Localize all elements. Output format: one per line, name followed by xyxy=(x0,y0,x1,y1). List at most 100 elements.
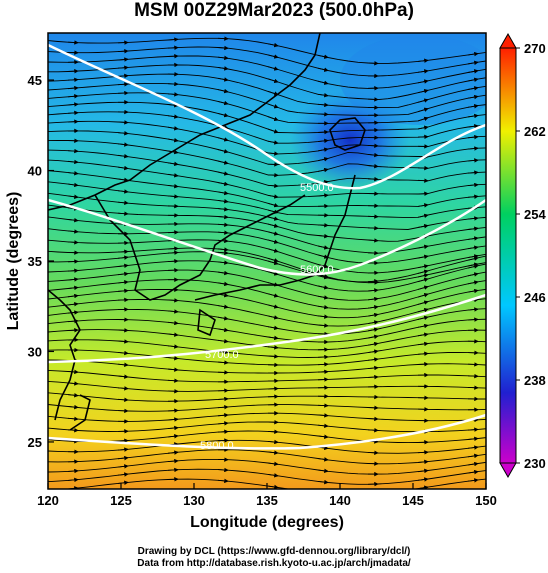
wind-arrow xyxy=(67,40,79,45)
wind-arrow xyxy=(467,124,479,129)
wind-arrow xyxy=(217,421,229,426)
wind-arrow xyxy=(167,367,179,372)
y-tick-label: 25 xyxy=(28,435,42,450)
wind-arrow xyxy=(467,104,479,109)
wind-arrow xyxy=(167,320,179,326)
wind-arrow xyxy=(217,112,229,118)
wind-arrow xyxy=(67,285,79,291)
wind-arrow xyxy=(367,341,379,347)
wind-arrow xyxy=(467,113,479,119)
wind-arrow xyxy=(317,102,329,108)
wind-arrow xyxy=(417,273,429,278)
wind-arrow xyxy=(67,477,79,483)
wind-arrow xyxy=(317,362,329,367)
wind-arrow xyxy=(317,138,329,144)
wind-arrow xyxy=(117,177,129,183)
wind-arrow xyxy=(267,116,279,122)
wind-arrow xyxy=(467,264,479,269)
wind-arrow xyxy=(367,176,379,182)
y-tick-label: 30 xyxy=(28,344,42,359)
wind-arrow xyxy=(167,92,179,97)
wind-arrow xyxy=(367,327,379,332)
wind-arrow xyxy=(417,116,429,122)
wind-arrow xyxy=(117,271,129,277)
wind-arrow xyxy=(467,262,479,267)
x-axis-label: Longitude (degrees) xyxy=(190,514,344,531)
wind-streamlines xyxy=(48,36,486,494)
wind-arrow xyxy=(217,281,229,287)
x-axis: 120 125 130 135 140 145 150 xyxy=(37,483,497,508)
wind-arrow xyxy=(317,147,329,152)
wind-arrow xyxy=(217,222,229,227)
wind-arrow xyxy=(267,293,279,298)
wind-arrow xyxy=(417,277,429,283)
wind-arrow xyxy=(467,226,479,231)
wind-arrow xyxy=(217,149,229,154)
wind-arrow xyxy=(217,413,229,418)
wind-arrow xyxy=(467,94,479,100)
wind-arrow xyxy=(217,199,229,204)
wind-arrow xyxy=(267,231,279,236)
wind-arrow xyxy=(167,434,179,439)
wind-arrow xyxy=(167,126,179,131)
wind-arrow xyxy=(467,245,479,250)
wind-arrow xyxy=(467,317,479,322)
wind-arrow xyxy=(367,334,379,340)
wind-arrow xyxy=(167,258,179,264)
wind-arrow xyxy=(467,272,479,277)
contour-label-5800: 5800.0 xyxy=(200,440,234,452)
wind-arrow xyxy=(367,320,379,325)
wind-arrow xyxy=(117,397,129,403)
wind-arrow xyxy=(217,77,229,82)
wind-arrow xyxy=(467,236,479,241)
colorbar-tick-label: 246 xyxy=(524,290,546,305)
wind-arrow xyxy=(117,350,129,356)
wind-arrow xyxy=(167,344,179,349)
wind-arrow xyxy=(67,393,79,398)
wind-arrow xyxy=(317,54,329,59)
wind-arrow xyxy=(167,45,179,51)
wind-arrow xyxy=(67,85,79,91)
wind-arrow xyxy=(117,130,129,136)
wind-arrow xyxy=(367,163,379,169)
wind-arrow xyxy=(67,427,79,433)
coastlines xyxy=(48,33,366,431)
wind-arrow xyxy=(267,461,279,467)
wind-arrow xyxy=(367,450,379,456)
wind-arrow xyxy=(367,427,379,433)
wind-arrow xyxy=(217,214,229,220)
wind-arrow xyxy=(167,355,179,361)
wind-arrow xyxy=(67,159,79,165)
wind-arrow xyxy=(217,238,229,244)
wind-arrow xyxy=(217,160,229,165)
colorbar-tick-label: 238 xyxy=(524,373,546,388)
colorbar: 230 238 246 254 262 270 xyxy=(499,32,546,479)
wind-arrow xyxy=(267,42,279,48)
wind-arrow xyxy=(217,137,229,142)
wind-arrow xyxy=(467,445,479,450)
wind-arrow xyxy=(367,365,379,371)
wind-arrow xyxy=(167,81,179,87)
wind-arrow xyxy=(267,151,279,156)
wind-arrow xyxy=(267,140,279,145)
wind-arrow xyxy=(117,189,129,194)
wind-arrow xyxy=(167,378,179,383)
x-tick-label: 130 xyxy=(183,493,205,508)
wind-arrow xyxy=(417,213,429,219)
colorbar-min-triangle xyxy=(499,462,517,479)
wind-arrow xyxy=(117,73,129,79)
wind-arrow xyxy=(317,263,329,269)
wind-arrow xyxy=(417,315,429,321)
wind-arrow xyxy=(167,183,179,189)
wind-arrow xyxy=(417,203,429,208)
wind-arrow xyxy=(467,194,479,199)
wind-arrow xyxy=(117,255,129,260)
wind-arrow xyxy=(317,304,329,310)
y-axis-label: Latitude (degrees) xyxy=(5,192,22,331)
wind-arrow xyxy=(317,80,329,85)
wind-arrow xyxy=(217,250,229,256)
wind-arrow xyxy=(217,396,229,402)
y-tick-label: 35 xyxy=(28,254,42,269)
wind-arrow xyxy=(368,493,378,494)
wind-arrow xyxy=(217,88,229,94)
